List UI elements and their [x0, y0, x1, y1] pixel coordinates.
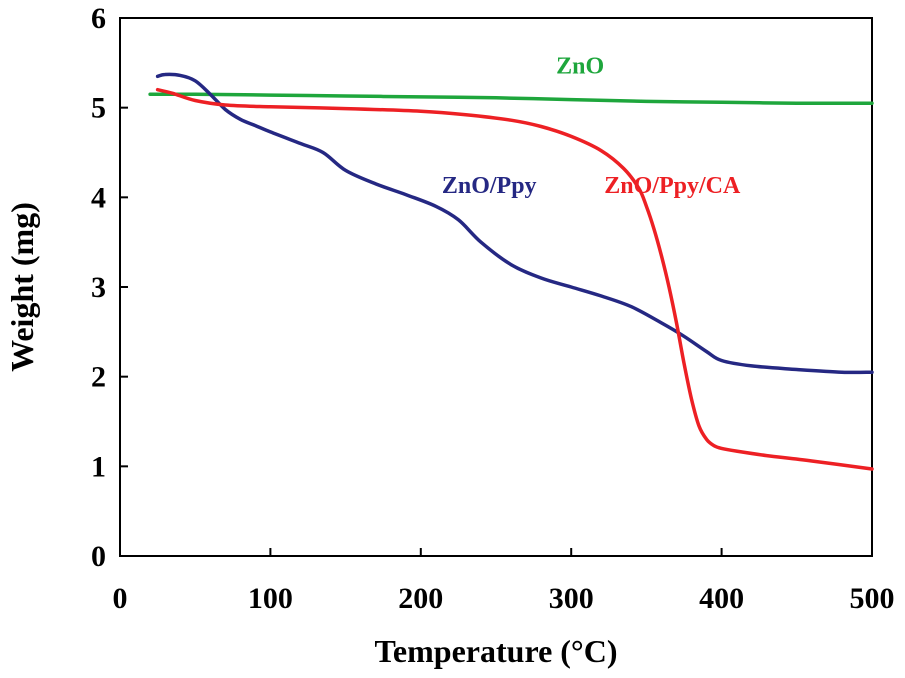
tick-labels: 0 100 200 300 400 500 0 1 2 3 4 5 6	[91, 2, 895, 615]
y-tick-label-2: 2	[91, 361, 106, 394]
y-tick-label-5: 5	[91, 92, 106, 125]
y-tick-label-4: 4	[91, 181, 106, 214]
y-tick-label-1: 1	[91, 450, 106, 483]
x-tick-label-2: 200	[398, 582, 443, 615]
x-tick-label-1: 100	[248, 582, 293, 615]
series-label-1: ZnO/Ppy	[442, 173, 537, 199]
x-tick-label-0: 0	[113, 582, 128, 615]
series-label-2: ZnO/Ppy/CA	[604, 173, 741, 199]
series-lines	[148, 72, 874, 471]
x-tick-label-4: 400	[699, 582, 744, 615]
y-axis-title: Weight (mg)	[4, 202, 40, 372]
series-annotations: ZnO ZnO/Ppy ZnO/Ppy/CA	[442, 54, 741, 199]
y-tick-label-0: 0	[91, 540, 106, 573]
series-line-1	[155, 72, 874, 375]
series-line-2	[155, 87, 874, 471]
x-tick-label-3: 300	[549, 582, 594, 615]
x-tick-label-5: 500	[850, 582, 895, 615]
series-line-0	[148, 92, 874, 105]
series-label-0: ZnO	[556, 54, 604, 80]
y-tick-label-6: 6	[91, 2, 106, 35]
x-axis-title: Temperature (°C)	[375, 633, 618, 669]
y-tick-label-3: 3	[91, 271, 106, 304]
axis-ticks	[119, 17, 873, 557]
